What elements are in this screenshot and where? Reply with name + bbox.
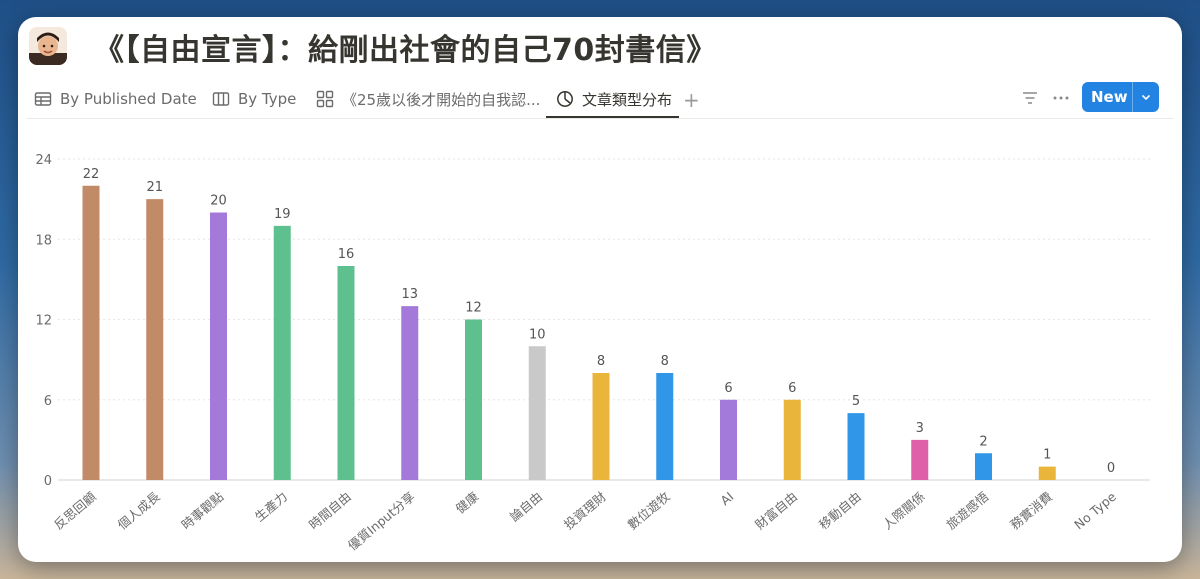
y-tick-label: 0 [44, 474, 52, 489]
x-tick-label: AI [717, 489, 736, 508]
bar [337, 266, 355, 480]
x-tick-label: 生產力 [252, 489, 290, 525]
x-tick-label: No Type [1071, 489, 1119, 533]
x-tick-label: 個人成長 [115, 488, 163, 532]
data-label: 16 [338, 247, 355, 262]
app-window: 《【自由宣言】：給剛出社會的自己70封書信》 By Published Date… [18, 17, 1182, 562]
bar [273, 225, 291, 480]
new-button-label: New [1091, 88, 1128, 106]
tab-label: 文章類型分布 [582, 90, 673, 109]
data-label: 13 [401, 287, 418, 302]
chart-icon [557, 91, 573, 107]
bar [783, 399, 801, 480]
new-button-divider [1132, 82, 1133, 112]
tab-label: 《25歲以後才開始的自我認... [342, 90, 541, 109]
bar [1038, 466, 1056, 480]
table-icon [34, 92, 52, 106]
data-label: 8 [597, 354, 605, 369]
tab-by-type[interactable]: By Type [212, 79, 296, 119]
bar [528, 346, 546, 480]
x-tick-label: 投資理財 [561, 488, 609, 532]
page-icon-avatar[interactable] [29, 27, 67, 65]
data-label: 22 [83, 167, 100, 182]
data-label: 10 [529, 327, 546, 342]
tab-label: By Published Date [60, 90, 197, 108]
page-header: 《【自由宣言】：給剛出社會的自己70封書信》 [18, 17, 1182, 77]
data-label: 6 [724, 381, 732, 396]
new-button[interactable]: New [1082, 82, 1159, 112]
bar [720, 399, 737, 480]
data-label: 6 [788, 381, 796, 396]
more-options-icon[interactable] [1051, 88, 1071, 108]
y-tick-label: 24 [35, 153, 52, 168]
x-tick-label: 人際關係 [880, 489, 928, 533]
bar-chart: 0612182422反思回顧21個人成長20時事觀點19生產力16時間自由13優… [35, 153, 1150, 553]
view-tabs: By Published Date By Type 《25歲以後才開始的自我認.… [18, 79, 1182, 119]
bar [592, 373, 610, 480]
tab-type-distribution[interactable]: 文章類型分布 [556, 79, 672, 119]
chevron-down-icon[interactable] [1133, 91, 1159, 103]
data-label: 0 [1107, 461, 1115, 476]
x-tick-label: 優質Input分享 [345, 489, 418, 553]
x-tick-label: 數位遊牧 [625, 488, 673, 532]
x-tick-label: 健康 [453, 488, 482, 516]
bar [911, 439, 929, 480]
x-tick-label: 時事觀點 [178, 489, 226, 533]
tab-gallery[interactable]: 《25歲以後才開始的自我認... [316, 79, 540, 119]
tabs-divider [26, 118, 1174, 119]
data-label: 5 [852, 394, 860, 409]
y-tick-label: 18 [35, 233, 52, 248]
x-tick-label: 時間自由 [306, 489, 354, 533]
bar [656, 373, 674, 480]
data-label: 8 [661, 354, 669, 369]
bar [401, 306, 419, 480]
data-label: 19 [274, 207, 291, 222]
bar [975, 453, 992, 480]
gallery-icon [316, 90, 334, 108]
y-tick-label: 6 [44, 394, 52, 409]
x-tick-label: 旅遊感悟 [943, 489, 991, 533]
data-label: 12 [465, 301, 482, 316]
x-tick-label: 財富自由 [752, 489, 800, 533]
bar [146, 199, 164, 480]
data-label: 21 [146, 180, 163, 195]
tab-label: By Type [238, 90, 297, 108]
y-tick-label: 12 [35, 314, 52, 329]
page-title: 《【自由宣言】：給剛出社會的自己70封書信》 [94, 33, 717, 68]
data-label: 1 [1043, 448, 1051, 463]
board-icon [212, 92, 230, 106]
bar [210, 212, 227, 480]
bar [465, 319, 482, 480]
data-label: 3 [916, 421, 924, 436]
x-tick-label: 反思回顧 [51, 488, 99, 532]
active-tab-indicator [546, 116, 679, 118]
tab-by-published-date[interactable]: By Published Date [34, 79, 197, 119]
x-tick-label: 論自由 [507, 489, 545, 525]
data-label: 2 [979, 434, 987, 449]
filter-icon[interactable] [1020, 88, 1040, 108]
data-label: 20 [210, 194, 227, 209]
bar [847, 413, 865, 480]
bar [82, 185, 100, 480]
x-tick-label: 務實消費 [1007, 489, 1055, 533]
x-tick-label: 移動自由 [816, 489, 864, 533]
add-view-icon[interactable]: + [683, 88, 700, 112]
